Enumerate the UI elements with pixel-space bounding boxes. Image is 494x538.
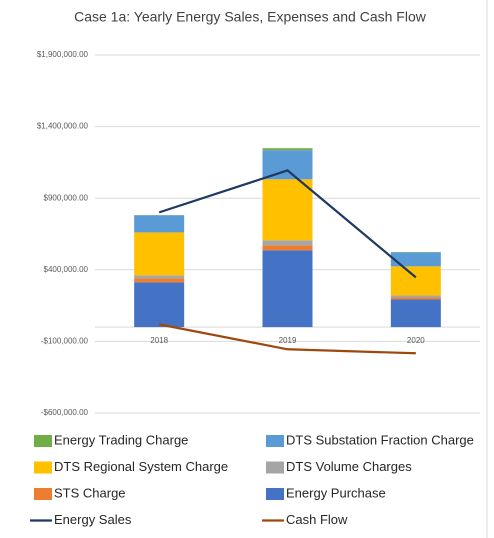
legend-swatch [34, 461, 52, 474]
legend-swatch [34, 488, 52, 500]
bar-segment [390, 299, 441, 328]
legend-label: Energy Purchase [286, 485, 386, 500]
y-tick-label: $400,000.00 [44, 265, 89, 274]
chart-title: Case 1a: Yearly Energy Sales, Expenses a… [74, 9, 427, 25]
bar-segment [262, 240, 313, 246]
bar-segment [262, 245, 313, 251]
x-tick-label: 2020 [407, 336, 425, 345]
x-tick-label: 2018 [150, 336, 168, 345]
legend-label: STS Charge [54, 485, 126, 500]
line-series [158, 169, 417, 279]
bar-segment [390, 297, 441, 300]
legend-label: Cash Flow [286, 512, 348, 527]
bar-segment [390, 252, 441, 267]
y-tick-label: $1,900,000.00 [37, 50, 89, 59]
bar-segment [134, 275, 185, 279]
legend-label: DTS Regional System Charge [54, 459, 228, 474]
bar-segment [134, 278, 185, 283]
bar-segment [262, 148, 313, 151]
y-tick-label: -$600,000.00 [41, 408, 89, 417]
y-tick-label: $900,000.00 [44, 193, 89, 202]
bar-segment [262, 179, 313, 241]
y-tick-label: -$100,000.00 [41, 337, 89, 346]
bar-segment [134, 215, 185, 233]
x-tick-label: 2019 [279, 336, 297, 345]
bar-segment [134, 232, 185, 276]
legend-label: Energy Sales [54, 512, 132, 527]
y-tick-label: $1,400,000.00 [37, 122, 89, 131]
legend-swatch [266, 435, 284, 447]
bar-segment [390, 295, 441, 298]
bar-segment [134, 282, 185, 328]
legend-swatch [266, 488, 284, 500]
bar-segment [262, 250, 313, 328]
bar-segment [262, 150, 313, 180]
legend-swatch [34, 435, 52, 447]
bar-segment [390, 266, 441, 296]
line-series [158, 323, 416, 355]
legend-label: DTS Substation Fraction Charge [286, 432, 474, 447]
legend-label: DTS Volume Charges [286, 459, 412, 474]
legend-label: Energy Trading Charge [54, 432, 188, 447]
legend-swatch [266, 461, 284, 474]
